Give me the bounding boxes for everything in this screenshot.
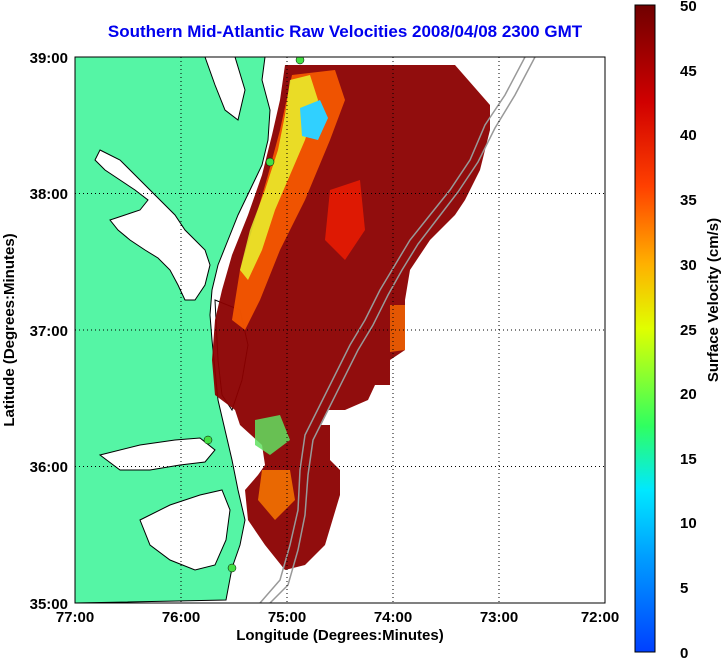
velocity-field-green [255,415,290,455]
y-tick-label: 39:00 [30,50,68,67]
colorbar-tick: 50 [680,0,697,15]
station-marker [203,435,213,445]
velocity-field-offshore-orange [390,305,405,352]
colorbar-tick: 30 [680,257,697,274]
velocity-field-cyan [300,100,328,140]
colorbar-tick: 10 [680,515,697,532]
x-tick-label: 72:00 [581,609,619,626]
colorbar-tick: 40 [680,127,697,144]
y-tick-label: 38:00 [30,186,68,203]
velocity-field-orange-south [258,470,295,520]
colorbar [634,4,656,653]
bathymetry-contour [259,57,526,603]
colorbar-tick: 45 [680,63,697,80]
grid-lines [75,57,605,603]
colorbar-tick: 20 [680,386,697,403]
bathymetry-contour [269,57,536,603]
x-tick-label: 77:00 [56,609,94,626]
x-tick-label: 75:00 [268,609,306,626]
station-marker [295,57,305,65]
chart-title: Southern Mid-Atlantic Raw Velocities 200… [107,22,583,41]
colorbar-tick: 35 [680,192,697,209]
chesapeake-bay [94,149,211,301]
x-tick-label: 73:00 [480,609,518,626]
plot-frame [74,56,606,604]
colorbar-label: Surface Velocity (cm/s) [705,218,722,382]
x-axis-label: Longitude (Degrees:Minutes) [236,627,444,644]
y-tick-label: 36:00 [30,459,68,476]
velocity-field-yellow [240,75,318,280]
x-tick-label: 74:00 [374,609,412,626]
station-marker [265,157,275,167]
colorbar-tick: 5 [680,580,688,597]
albemarle-sound [98,437,216,471]
y-axis-label: Latitude (Degrees:Minutes) [1,233,18,426]
velocity-field-red [325,180,365,260]
colorbar-tick: 25 [680,322,697,339]
x-tick-label: 76:00 [162,609,200,626]
colorbar-tick: 0 [680,645,688,659]
y-tick-label: 35:00 [30,596,68,613]
colorbar-tick: 15 [680,451,697,468]
station-marker [227,563,237,573]
y-tick-label: 37:00 [30,323,68,340]
pamlico-sound [139,489,231,571]
delaware-bay [204,57,246,121]
